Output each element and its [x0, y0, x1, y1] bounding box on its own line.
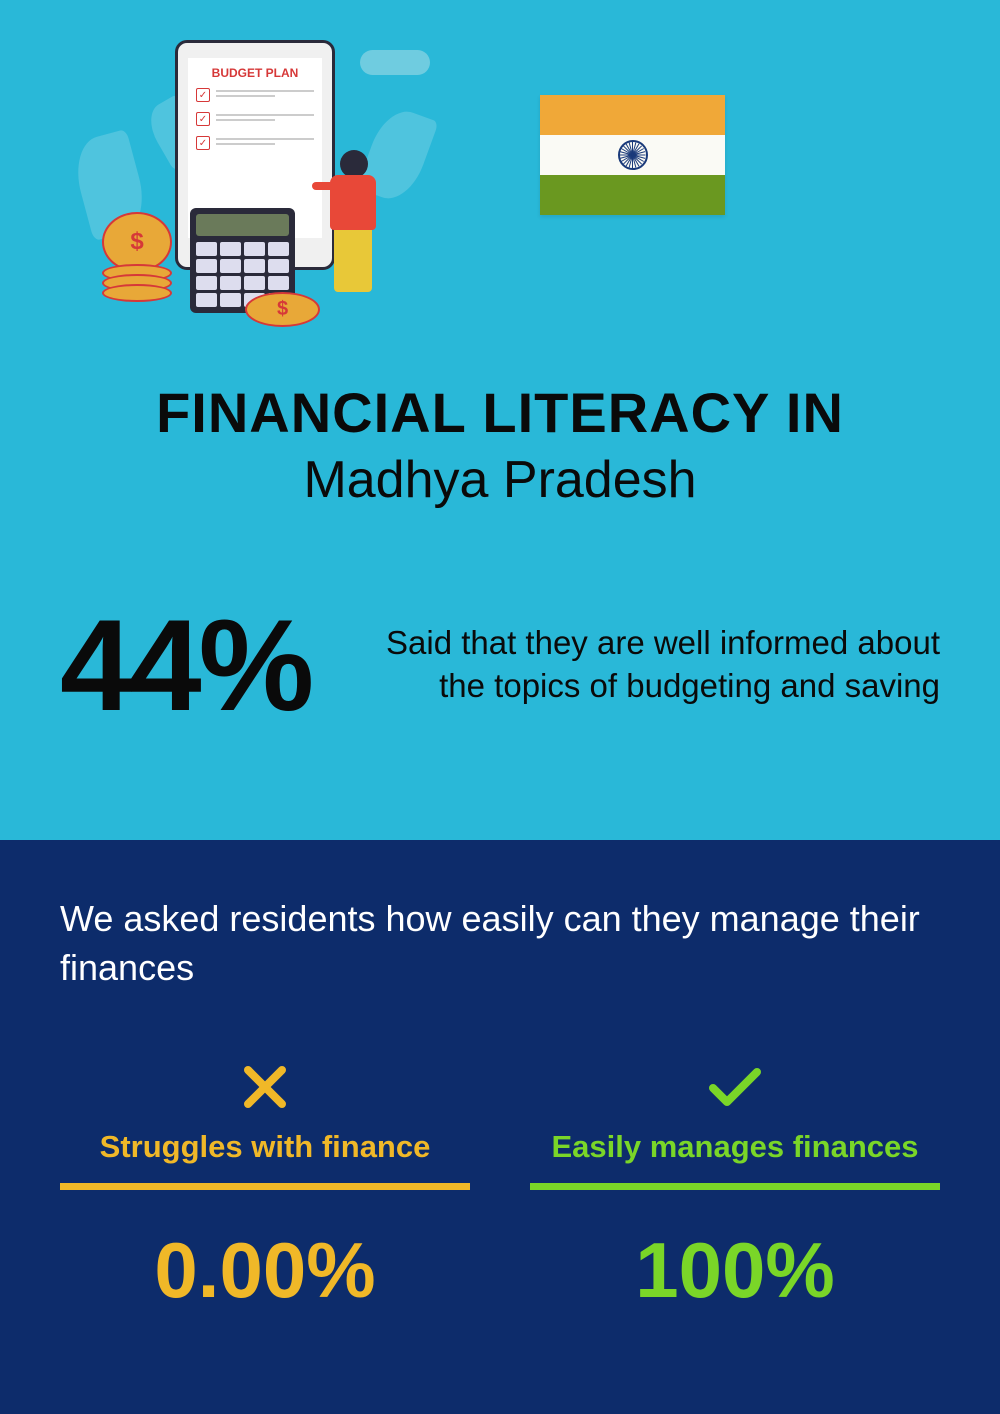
checklist-item: ✓: [196, 112, 314, 126]
checkbox-icon: ✓: [196, 136, 210, 150]
divider: [60, 1183, 470, 1190]
check-icon: [530, 1057, 940, 1117]
question-text: We asked residents how easily can they m…: [60, 895, 940, 992]
cross-icon: [60, 1057, 470, 1117]
flag-saffron-stripe: [540, 95, 725, 135]
comparison-left-value: 0.00%: [60, 1225, 470, 1316]
page-title-sub: Madhya Pradesh: [60, 450, 940, 510]
cloud-decoration: [360, 50, 430, 75]
bottom-section: We asked residents how easily can they m…: [0, 840, 1000, 1414]
checkbox-icon: ✓: [196, 88, 210, 102]
comparison-left-label: Struggles with finance: [60, 1129, 470, 1165]
page-title-main: FINANCIAL LITERACY IN: [60, 380, 940, 445]
checklist-item: ✓: [196, 88, 314, 102]
ashoka-chakra-icon: [618, 140, 648, 170]
budget-illustration: BUDGET PLAN ✓ ✓ ✓: [60, 40, 440, 330]
budget-plan-label: BUDGET PLAN: [196, 66, 314, 80]
comparison-right-column: Easily manages finances 100%: [530, 1057, 940, 1316]
stat-percent-value: 44%: [60, 600, 311, 730]
flag-green-stripe: [540, 175, 725, 215]
coin-icon: $: [245, 292, 320, 327]
person-icon: [330, 150, 376, 292]
stat-block: 44% Said that they are well informed abo…: [60, 600, 940, 730]
comparison-left-column: Struggles with finance 0.00%: [60, 1057, 470, 1316]
checkbox-icon: ✓: [196, 112, 210, 126]
top-section: BUDGET PLAN ✓ ✓ ✓: [0, 0, 1000, 840]
comparison-block: Struggles with finance 0.00% Easily mana…: [60, 1057, 940, 1316]
divider: [530, 1183, 940, 1190]
flag-white-stripe: [540, 135, 725, 175]
header-images: BUDGET PLAN ✓ ✓ ✓: [60, 40, 940, 350]
title-block: FINANCIAL LITERACY IN Madhya Pradesh: [60, 380, 940, 510]
checklist-item: ✓: [196, 136, 314, 150]
stat-description: Said that they are well informed about t…: [341, 622, 940, 708]
comparison-right-value: 100%: [530, 1225, 940, 1316]
india-flag-icon: [540, 95, 725, 215]
comparison-right-label: Easily manages finances: [530, 1129, 940, 1165]
coin-stack-icon: $: [102, 220, 172, 302]
